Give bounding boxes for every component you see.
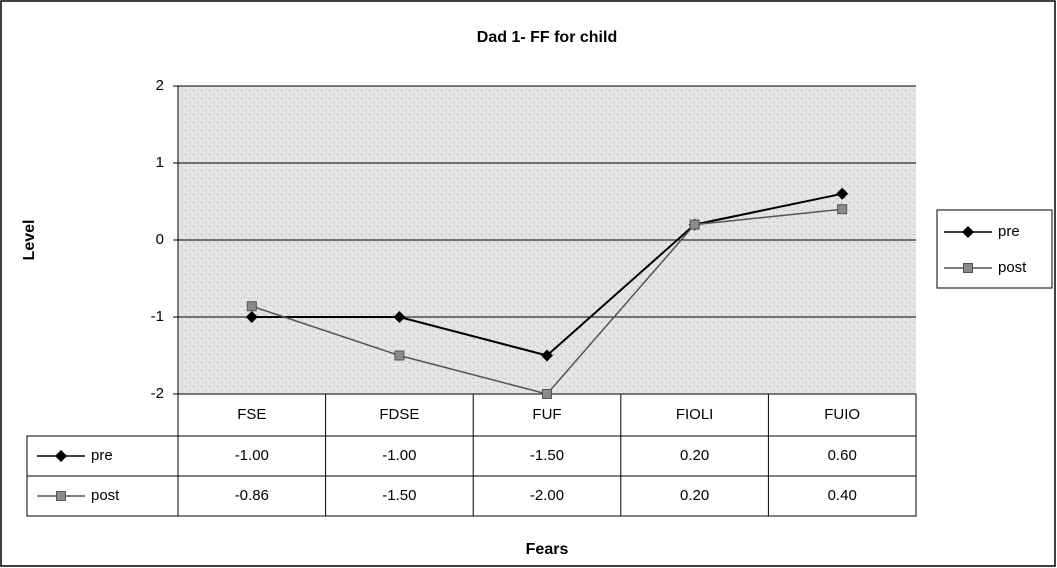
table-cell: -1.50 [530,447,564,464]
y-tick-label: -2 [151,385,164,402]
table-cell: -0.86 [235,487,269,504]
x-tick-label: FIOLI [676,406,714,423]
table-cell: -2.00 [530,487,564,504]
table-cell: -1.00 [382,447,416,464]
chart-title: Dad 1- FF for child [477,29,617,46]
table-cell: 0.20 [680,487,709,504]
table-cell: 0.60 [828,447,857,464]
legend-marker [963,263,973,273]
data-point [394,350,405,361]
legend-label: pre [998,223,1020,240]
y-tick-label: 2 [156,77,164,94]
table-cell: -1.00 [235,447,269,464]
legend-marker [55,450,67,462]
y-tick-label: -1 [151,308,164,325]
data-point [837,204,848,215]
y-tick-label: 1 [156,154,164,171]
y-axis-label: Level [21,220,38,261]
data-point [689,219,700,230]
table-cell: -1.50 [382,487,416,504]
table-series-name: pre [91,447,113,464]
legend-marker [962,226,974,238]
data-point [393,311,406,323]
data-point [541,349,553,362]
data-point [246,301,257,312]
x-axis-label: Fears [526,541,569,558]
x-tick-label: FUF [532,406,561,423]
legend-label: post [998,259,1027,276]
data-point [542,389,552,399]
table-cell: 0.40 [828,487,857,504]
data-point [245,311,258,323]
table-cell: 0.20 [680,447,709,464]
legend-marker [56,491,66,501]
legend [936,209,1053,289]
x-tick-label: FDSE [379,406,419,423]
y-tick-label: 0 [156,231,164,248]
data-point [836,187,849,200]
x-tick-label: FUIO [824,406,860,423]
x-tick-label: FSE [237,406,266,423]
table-series-name: post [91,487,120,504]
